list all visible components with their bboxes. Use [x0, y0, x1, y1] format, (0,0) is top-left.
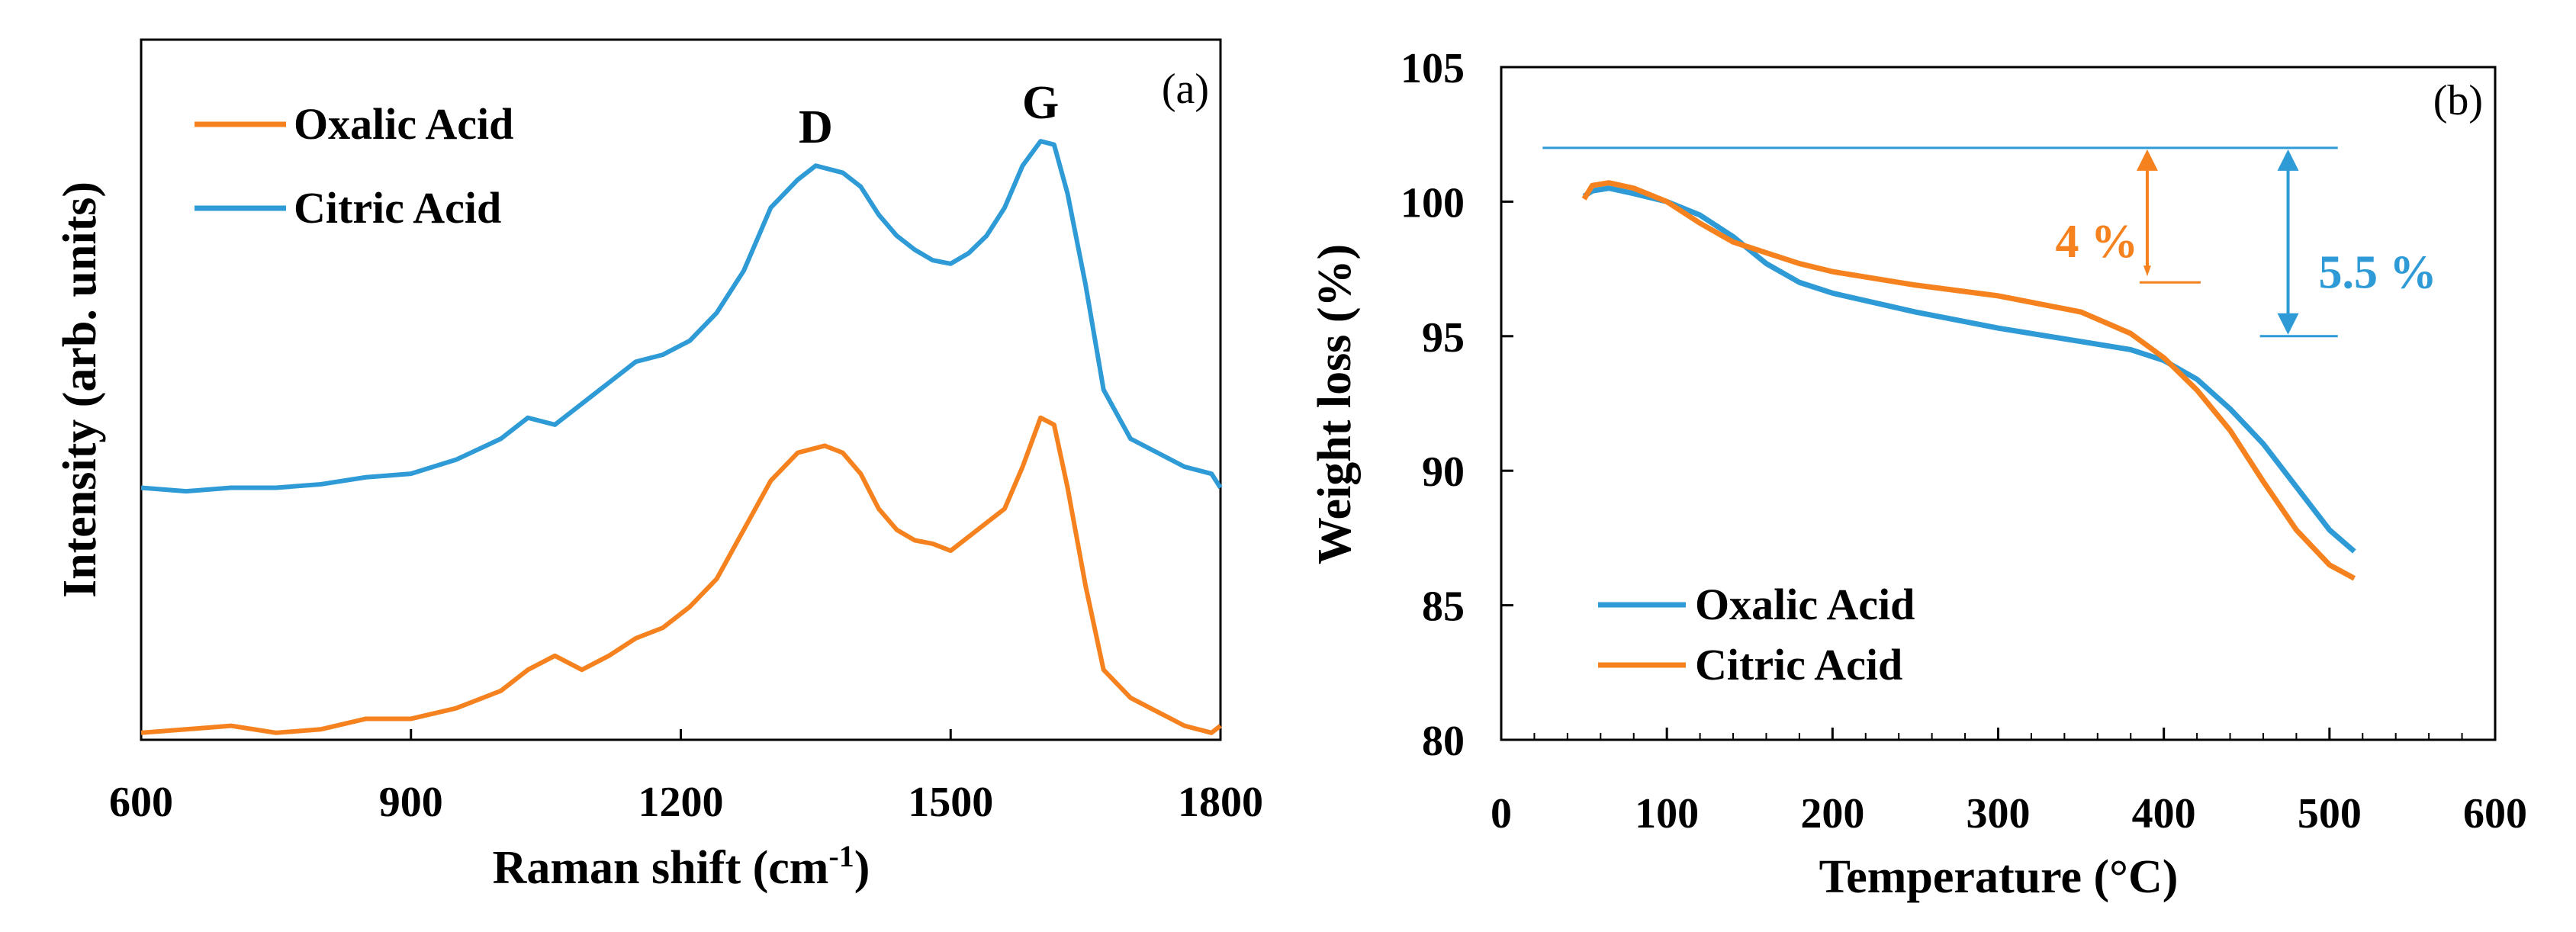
raman-line-citric	[140, 139, 1223, 494]
tga-ticks: 0 100 200 300 400 500 600 80 85 90 95 100 105	[1401, 45, 2527, 837]
tga-line-citric	[1581, 180, 2356, 581]
tga-line-oxalic	[1582, 185, 2356, 554]
raman-x-tick-label: 1500	[908, 779, 993, 826]
legend-oxalic-label: Oxalic Acid	[1695, 580, 1915, 629]
peak-label-d: D	[799, 101, 833, 153]
peak-label-g: G	[1022, 77, 1059, 129]
blue-arrow-tail	[2277, 313, 2299, 335]
panel-b-tag: (b)	[2433, 77, 2483, 124]
raman-series	[140, 139, 1223, 735]
blue-loss-label: 5.5 %	[2319, 246, 2437, 298]
orange-arrow-tail	[2143, 265, 2151, 277]
tga-x-tick-label: 200	[1800, 790, 1864, 837]
tga-x-tick-label: 400	[2132, 790, 2196, 837]
tga-legend: Oxalic Acid Citric Acid	[1598, 580, 1915, 689]
tga-chart: 0 100 200 300 400 500 600 80 85 90 95 100 105 4 % 5.…	[1309, 45, 2527, 903]
tga-y-tick-label: 100	[1401, 179, 1465, 227]
tga-x-tick-label: 100	[1635, 790, 1699, 837]
raman-x-axis-label: Raman shift (cm-1)	[493, 839, 870, 894]
raman-x-tick-label: 1200	[638, 779, 724, 826]
tga-x-tick-label: 300	[1967, 790, 2031, 837]
raman-y-axis-label: Intensity (arb. units)	[54, 182, 106, 598]
raman-legend: Oxalic Acid Citric Acid	[195, 99, 513, 233]
raman-x-tick-label: 1800	[1178, 779, 1263, 826]
legend-citric-label: Citric Acid	[1695, 640, 1902, 689]
raman-line-oxalic	[140, 415, 1222, 735]
tga-x-axis-label: Temperature (°C)	[1819, 851, 2179, 903]
raman-chart: 600 900 1200 1500 1800 (a) Oxalic Acid Citri…	[54, 38, 1263, 894]
raman-x-tick-label: 600	[109, 779, 173, 826]
tga-y-axis-label: Weight loss (%)	[1309, 244, 1361, 564]
blue-arrow-head	[2277, 149, 2299, 171]
tga-x-tick-label: 500	[2298, 790, 2362, 837]
tga-y-tick-label: 80	[1422, 718, 1465, 765]
orange-arrow-head	[2136, 149, 2158, 171]
tga-y-tick-label: 85	[1422, 583, 1465, 631]
tga-series	[1581, 180, 2356, 581]
tga-plot-frame	[1500, 66, 2497, 741]
tga-y-tick-label: 90	[1422, 448, 1465, 496]
tga-x-tick-label: 0	[1491, 790, 1512, 837]
tga-x-tick-label: 600	[2463, 790, 2527, 837]
tga-y-tick-label: 105	[1401, 45, 1465, 92]
panel-a-tag: (a)	[1162, 66, 1209, 113]
legend-citric-label: Citric Acid	[294, 183, 501, 233]
legend-oxalic-label: Oxalic Acid	[294, 99, 513, 149]
orange-loss-label: 4 %	[2055, 216, 2138, 268]
tga-y-tick-label: 95	[1422, 314, 1465, 362]
raman-x-ticks: 600 900 1200 1500 1800	[109, 729, 1263, 826]
weight-loss-annotations: 4 % 5.5 %	[1542, 146, 2437, 338]
raman-x-tick-label: 900	[379, 779, 443, 826]
